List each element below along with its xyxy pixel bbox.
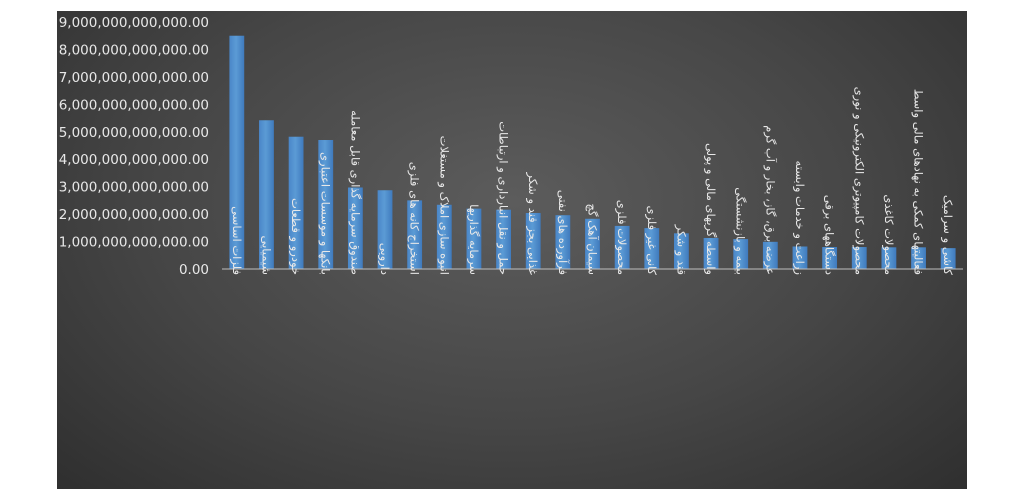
x-tick-label: صندوق سرمایه گذاری قابل معامله [347, 110, 362, 275]
bar [229, 35, 245, 269]
bar-chart: 0.00 1,000,000,000,000.00 2,000,000,000,00… [59, 15, 963, 278]
x-tick-label: شیمیایی [259, 235, 273, 275]
bar [525, 213, 541, 269]
bar [703, 237, 719, 269]
chart-area: 0.00 1,000,000,000,000.00 2,000,000,000,00… [57, 11, 967, 489]
bar [940, 248, 956, 269]
x-tick-label: استخراج کانه های فلزی [407, 162, 422, 275]
y-tick-label: 7,000,000,000,000.00 [59, 70, 209, 86]
y-tick-label: 8,000,000,000,000.00 [59, 42, 209, 58]
bar [585, 218, 600, 269]
bar [377, 190, 393, 269]
y-tick-label: 0.00 [179, 262, 209, 278]
x-tick-label: سیمان آهک گچ [586, 204, 600, 275]
x-tick-label: دارویی [377, 243, 392, 275]
x-tick-label: کاشی و سرامیک [940, 195, 955, 276]
x-tick-label: محصولات فلزی [614, 200, 629, 275]
x-tick-label: انبوه سازی املاک و مستغلات [436, 136, 451, 275]
bar [496, 209, 511, 269]
x-axis-labels: فلزات اساسی شیمیایی خودرو و قطعات بانکها و … [229, 87, 955, 276]
x-tick-label: زراعت و خدمات وابسته [792, 161, 807, 275]
x-tick-label: کانی غیر فلزی [644, 205, 659, 275]
bar [555, 215, 571, 269]
bar [733, 239, 749, 269]
bar [881, 247, 897, 269]
bar [822, 247, 838, 269]
x-tick-label: دستگاههای برقی [822, 195, 837, 275]
y-tick-label: 6,000,000,000,000.00 [59, 97, 209, 113]
x-tick-label: محصولات کاغذی [881, 194, 896, 275]
y-tick-label: 3,000,000,000,000.00 [59, 180, 209, 196]
bar [259, 120, 274, 269]
x-tick-label: خودرو و قطعات [288, 198, 303, 275]
y-tick-label: 5,000,000,000,000.00 [59, 125, 209, 141]
bars [229, 35, 956, 269]
bar [851, 247, 867, 269]
x-tick-label: قند و شکر [673, 224, 688, 275]
bar [466, 208, 482, 269]
bar [614, 225, 630, 269]
x-tick-label: فلزات اساسی [229, 206, 244, 275]
x-tick-label: بیمه و بازنشستگی [733, 187, 748, 275]
x-tick-label: غذایی بجز قند و شکر [525, 171, 540, 275]
bar [762, 241, 778, 269]
bar [911, 247, 926, 269]
x-tick-label: بانکها و موسسات اعتباری [318, 152, 333, 275]
bar [407, 200, 423, 269]
x-tick-label: سرمایه گذاریها [466, 204, 481, 275]
y-tick-label: 4,000,000,000,000.00 [59, 152, 209, 168]
bar [644, 228, 660, 269]
bar [288, 136, 304, 269]
x-tick-label: فرآورده های نفتی [555, 190, 570, 275]
bar [792, 246, 808, 269]
bar [674, 233, 689, 269]
x-tick-label: واسطه گریهای مالی و پولی [703, 143, 718, 275]
y-tick-label: 2,000,000,000,000.00 [59, 207, 209, 223]
y-tick-label: 1,000,000,000,000.00 [59, 235, 209, 251]
x-tick-label: حمل و نقل انبارداری و ارتباطات [496, 121, 511, 275]
x-tick-label: فعالیتهای کمکی به نهادهای مالی واسط [911, 89, 926, 275]
bar [436, 204, 452, 269]
x-tick-label: عرضه برق، گاز، بخار و آب گرم [762, 125, 777, 275]
x-tick-label: محصولات کامپیوتری الکترونیکی و نوری [851, 87, 866, 275]
y-axis: 0.00 1,000,000,000,000.00 2,000,000,000,00… [59, 15, 209, 278]
bar [318, 140, 334, 269]
bar [347, 187, 363, 269]
y-tick-label: 9,000,000,000,000.00 [59, 15, 209, 31]
